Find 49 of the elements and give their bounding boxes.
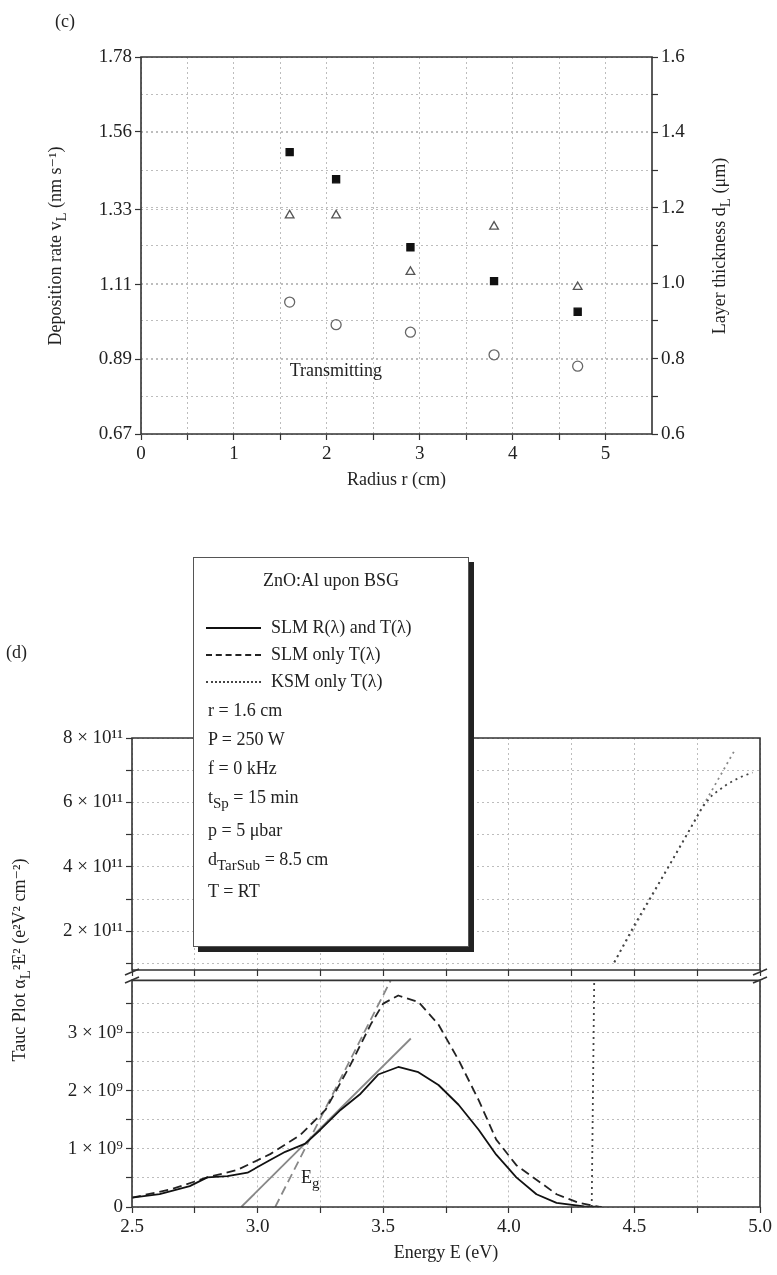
x-axis-title: Energy E (eV) [393, 1242, 499, 1263]
annotation: p = 5 μbar [208, 819, 284, 841]
y-tick-label: 0.89 [98, 347, 132, 369]
y-tick-label: 3 × 10⁹ [67, 1020, 124, 1042]
y2-tick-label: 0.6 [661, 421, 685, 443]
x-tick-label: 2 [322, 442, 332, 464]
x-axis-title: Radius r (cm) [347, 469, 446, 490]
x-tick-label: 1 [229, 442, 239, 464]
legend-title: ZnO:Al upon BSG [262, 570, 400, 591]
legend-label: KSM only T(λ) [271, 671, 383, 692]
x-tick-label: 4 [507, 442, 518, 464]
y2-tick-label: 1.6 [661, 44, 685, 66]
y-tick-label: 1.56 [98, 119, 132, 141]
annotation: T = RT [208, 881, 261, 903]
annotation: f = 0 kHz [208, 758, 278, 779]
x-tick-label: 5.0 [748, 1215, 772, 1237]
y2-tick-label: 1.0 [661, 271, 685, 293]
y-tick-label: 1.11 [99, 272, 132, 294]
legend-label: SLM only T(λ) [271, 644, 381, 665]
chart-title: (c) [55, 11, 75, 32]
annotation: t$_{Sp}$ = 15 min [208, 787, 300, 812]
y2-tick-label: 1.2 [661, 195, 685, 217]
x-tick-label: 2.5 [120, 1215, 144, 1237]
annotation: P = 250 W [208, 729, 286, 750]
y2-tick-label: 0.8 [661, 346, 685, 368]
annotation: E$_{g}$ [301, 1167, 320, 1192]
y-tick-label: 0 [113, 1194, 123, 1216]
legend-label: SLM R(λ) and T(λ) [271, 617, 412, 638]
y2-tick-label: 1.4 [661, 120, 686, 142]
y-tick-label: 2 × 10⁹ [67, 1078, 124, 1100]
x-tick-label: 5 [600, 442, 611, 464]
x-tick-label: 0 [136, 442, 146, 464]
y-tick-label: 4 × 10¹¹ [62, 854, 124, 876]
x-tick-label: 4.0 [496, 1215, 521, 1237]
chart-title: (d) [6, 642, 27, 663]
y-tick-label: 2 × 10¹¹ [62, 919, 124, 941]
x-tick-label: 3.5 [371, 1215, 396, 1237]
annotation: d$_{TarSub}$ = 8.5 cm [208, 848, 330, 874]
y-tick-label: 1 × 10⁹ [67, 1136, 124, 1158]
y-tick-label: 6 × 10¹¹ [62, 790, 124, 812]
y-tick-label: 0.67 [98, 421, 132, 443]
series-label: Transmitting [289, 360, 382, 382]
x-tick-label: 3.0 [245, 1215, 270, 1237]
x-tick-label: 3 [414, 442, 425, 464]
y-tick-label: 1.78 [98, 44, 132, 66]
text: r = 1.6 cm [208, 700, 284, 721]
y-tick-label: 1.33 [98, 197, 132, 219]
x-tick-label: 4.5 [622, 1215, 647, 1237]
y-tick-label: 8 × 10¹¹ [62, 725, 124, 747]
